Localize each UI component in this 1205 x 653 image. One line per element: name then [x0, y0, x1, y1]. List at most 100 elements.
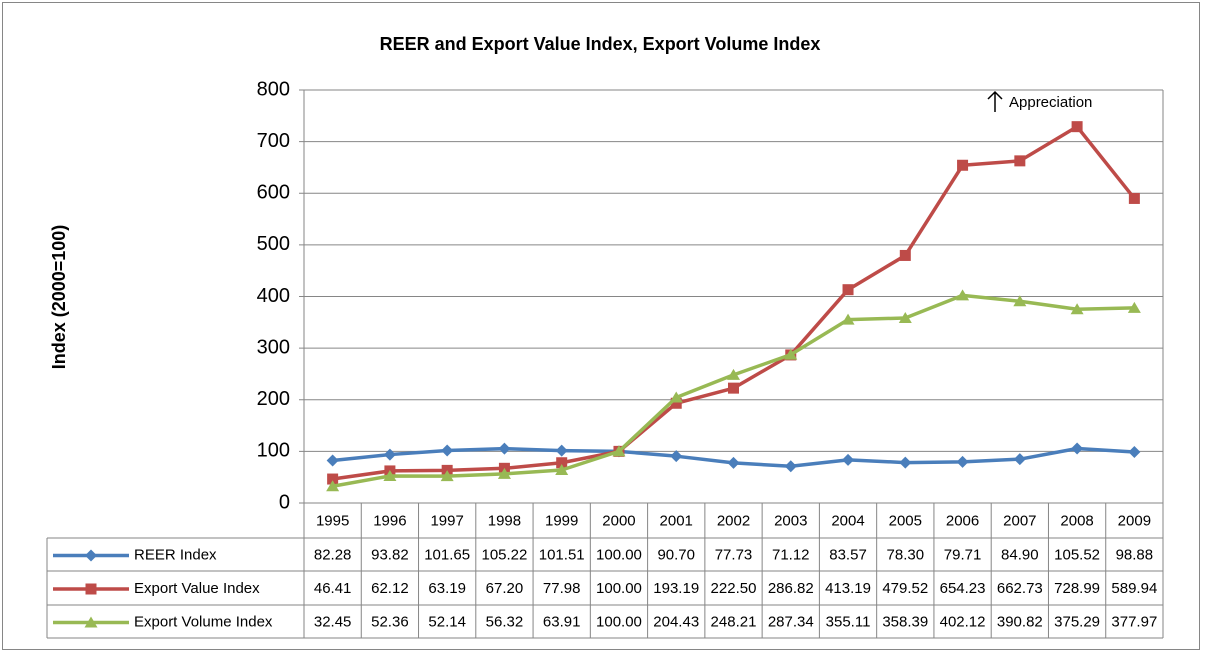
table-value: 358.39	[882, 613, 928, 630]
marker	[842, 453, 855, 466]
marker	[555, 464, 569, 476]
table-value: 390.82	[997, 613, 1043, 630]
marker	[899, 456, 912, 469]
y-tick-label: 800	[257, 78, 290, 100]
marker	[957, 159, 969, 171]
legend-label: Export Volume Index	[134, 613, 273, 630]
marker	[1013, 295, 1027, 307]
marker	[612, 445, 626, 457]
marker	[556, 457, 568, 469]
table-value: 84.90	[1001, 546, 1039, 563]
marker	[784, 348, 798, 360]
y-tick-label: 200	[257, 388, 290, 410]
table-value: 52.36	[371, 613, 409, 630]
x-tick-label: 2009	[1118, 512, 1151, 529]
table-value: 82.28	[314, 546, 352, 563]
marker	[898, 311, 912, 323]
marker	[728, 382, 739, 394]
marker	[1128, 192, 1140, 204]
table-value: 248.21	[711, 613, 757, 630]
x-tick-label: 2002	[717, 512, 750, 529]
marker	[327, 473, 339, 485]
marker	[670, 397, 682, 409]
x-tick-label: 1995	[316, 512, 349, 529]
table-value: 67.20	[486, 580, 524, 597]
x-tick-label: 1998	[488, 512, 521, 529]
table-value: 105.52	[1054, 546, 1100, 563]
x-tick-label: 2005	[889, 512, 922, 529]
x-tick-label: 2004	[831, 512, 864, 529]
table-value: 287.34	[768, 613, 814, 630]
marker	[841, 313, 855, 325]
marker	[383, 448, 396, 461]
table-value: 79.71	[944, 546, 982, 563]
x-tick-label: 2003	[774, 512, 807, 529]
marker	[1070, 303, 1084, 315]
marker	[1013, 453, 1026, 466]
marker	[956, 289, 970, 301]
marker	[326, 454, 339, 467]
marker	[1071, 442, 1084, 455]
marker	[670, 450, 683, 463]
table-value: 100.00	[596, 580, 642, 597]
table-value: 654.23	[940, 580, 986, 597]
table-value: 77.73	[715, 546, 753, 563]
x-tick-label: 2008	[1060, 512, 1093, 529]
table-value: 355.11	[826, 613, 871, 630]
table-value: 101.65	[424, 546, 470, 563]
marker	[1071, 121, 1083, 133]
marker	[1127, 301, 1141, 313]
x-tick-label: 2007	[1003, 512, 1036, 529]
annotation-arrow	[987, 90, 1003, 112]
table-value: 93.82	[371, 546, 409, 563]
table-value: 286.82	[768, 580, 814, 597]
annotation: Appreciation	[1009, 94, 1092, 111]
marker	[383, 469, 397, 481]
table-value: 83.57	[829, 546, 867, 563]
table-value: 589.94	[1111, 580, 1157, 597]
table-value: 63.91	[543, 613, 581, 630]
y-tick-label: 700	[257, 130, 290, 152]
table-value: 222.50	[711, 580, 757, 597]
table-value: 375.29	[1054, 613, 1100, 630]
x-tick-label: 2001	[660, 512, 693, 529]
table-value: 100.00	[596, 613, 642, 630]
table-value: 193.19	[653, 580, 699, 597]
x-tick-label: 2000	[602, 512, 635, 529]
legend-marker	[85, 549, 97, 562]
table-value: 56.32	[486, 613, 524, 630]
y-tick-label: 100	[257, 440, 290, 462]
y-tick-label: 500	[257, 233, 290, 255]
x-tick-label: 1999	[545, 512, 578, 529]
legend-label: Export Value Index	[134, 580, 260, 597]
table-value: 402.12	[940, 613, 986, 630]
y-tick-label: 400	[257, 285, 290, 307]
marker	[669, 391, 683, 403]
table-value: 52.14	[428, 613, 466, 630]
marker	[555, 444, 568, 457]
chart-title: REER and Export Value Index, Export Volu…	[380, 34, 821, 54]
marker	[440, 470, 454, 482]
table-value: 71.12	[772, 546, 810, 563]
x-tick-label: 1997	[430, 512, 463, 529]
marker	[727, 368, 740, 380]
table-value: 662.73	[997, 580, 1043, 597]
table-value: 413.19	[825, 580, 871, 597]
table-value: 479.52	[882, 580, 928, 597]
table-value: 32.45	[314, 613, 352, 630]
table-value: 62.12	[371, 580, 409, 597]
marker	[441, 444, 454, 457]
x-tick-label: 2006	[946, 512, 979, 529]
legend-label: REER Index	[134, 546, 217, 563]
marker	[784, 460, 797, 473]
table-value: 90.70	[657, 546, 695, 563]
y-tick-label: 600	[257, 182, 290, 204]
table-value: 98.88	[1116, 546, 1154, 563]
marker	[842, 284, 854, 296]
y-tick-label: 0	[279, 491, 290, 513]
y-axis-label: Index (2000=100)	[49, 225, 69, 370]
table-value: 77.98	[543, 580, 581, 597]
y-tick-label: 300	[257, 336, 290, 358]
